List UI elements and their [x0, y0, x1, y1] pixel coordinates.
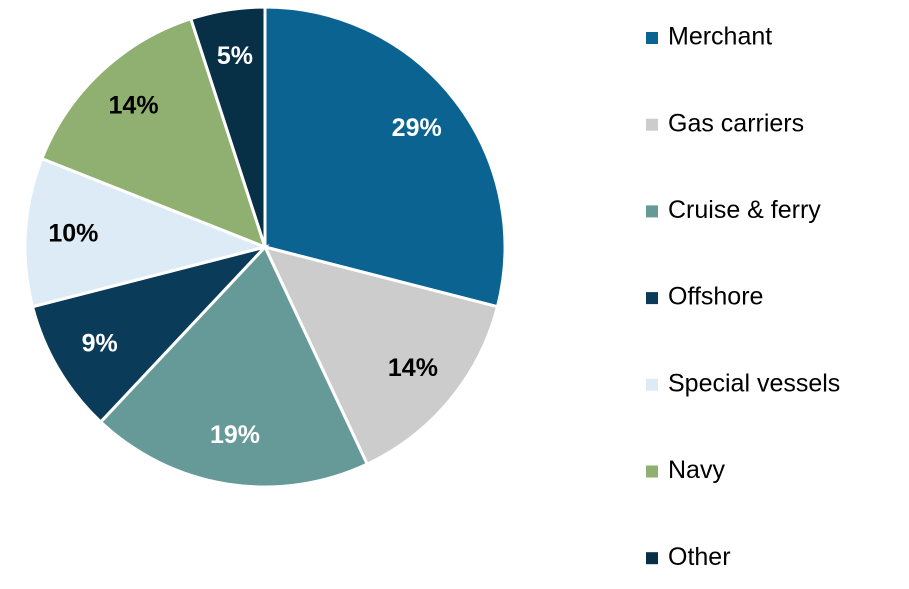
legend-swatch: [646, 465, 658, 478]
legend-label: Other: [668, 543, 731, 571]
pie-slice: [262, 244, 500, 467]
pie-slice: [23, 156, 270, 309]
data-label: 14%: [109, 92, 159, 120]
legend-swatch: [646, 32, 658, 44]
legend-swatch: [646, 552, 658, 565]
data-label: 14%: [388, 354, 438, 382]
legend-label: Navy: [668, 456, 725, 484]
legend-swatch: [646, 378, 658, 391]
pie-slice: [98, 244, 370, 489]
legend-swatch: [646, 205, 658, 218]
legend-label: Merchant: [668, 23, 772, 51]
legend-swatch: [646, 118, 658, 131]
pie-slice: [263, 5, 507, 309]
data-label: 29%: [392, 114, 442, 142]
legend-label: Gas carriers: [668, 109, 804, 137]
pie-slice: [188, 5, 267, 248]
data-label: 19%: [210, 421, 260, 449]
legend-label: Offshore: [668, 283, 763, 311]
pie-slice: [30, 244, 270, 425]
legend-label: Cruise & ferry: [668, 196, 821, 224]
legend-swatch: [646, 292, 658, 305]
data-label: 5%: [217, 42, 253, 70]
legend-label: Special vessels: [668, 369, 840, 397]
data-label: 10%: [48, 220, 98, 248]
data-label: 9%: [82, 329, 118, 357]
